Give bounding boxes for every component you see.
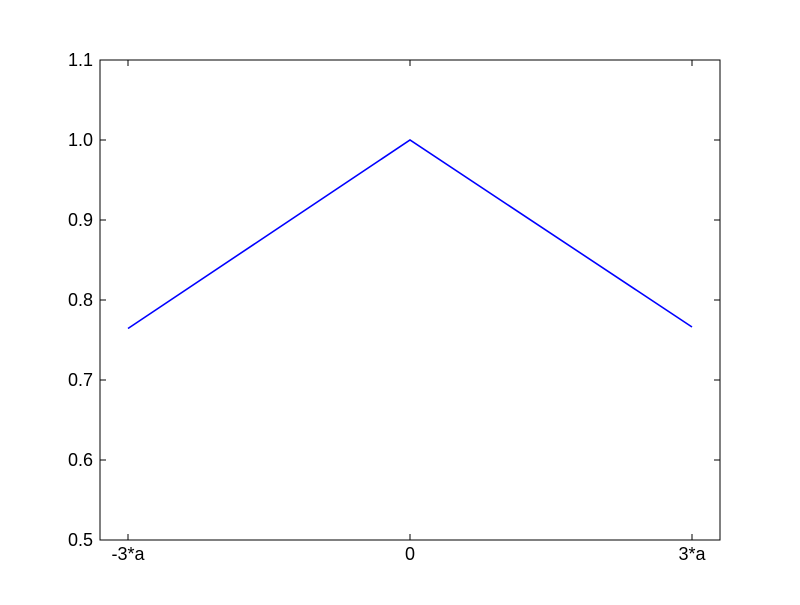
svg-text:3*a: 3*a xyxy=(678,544,706,564)
svg-text:1.0: 1.0 xyxy=(68,130,93,150)
svg-text:-3*a: -3*a xyxy=(111,544,145,564)
svg-text:1.1: 1.1 xyxy=(68,50,93,70)
svg-text:0.5: 0.5 xyxy=(68,530,93,550)
svg-text:0.6: 0.6 xyxy=(68,450,93,470)
svg-text:0.8: 0.8 xyxy=(68,290,93,310)
svg-text:0.7: 0.7 xyxy=(68,370,93,390)
svg-text:0: 0 xyxy=(405,544,415,564)
svg-text:0.9: 0.9 xyxy=(68,210,93,230)
